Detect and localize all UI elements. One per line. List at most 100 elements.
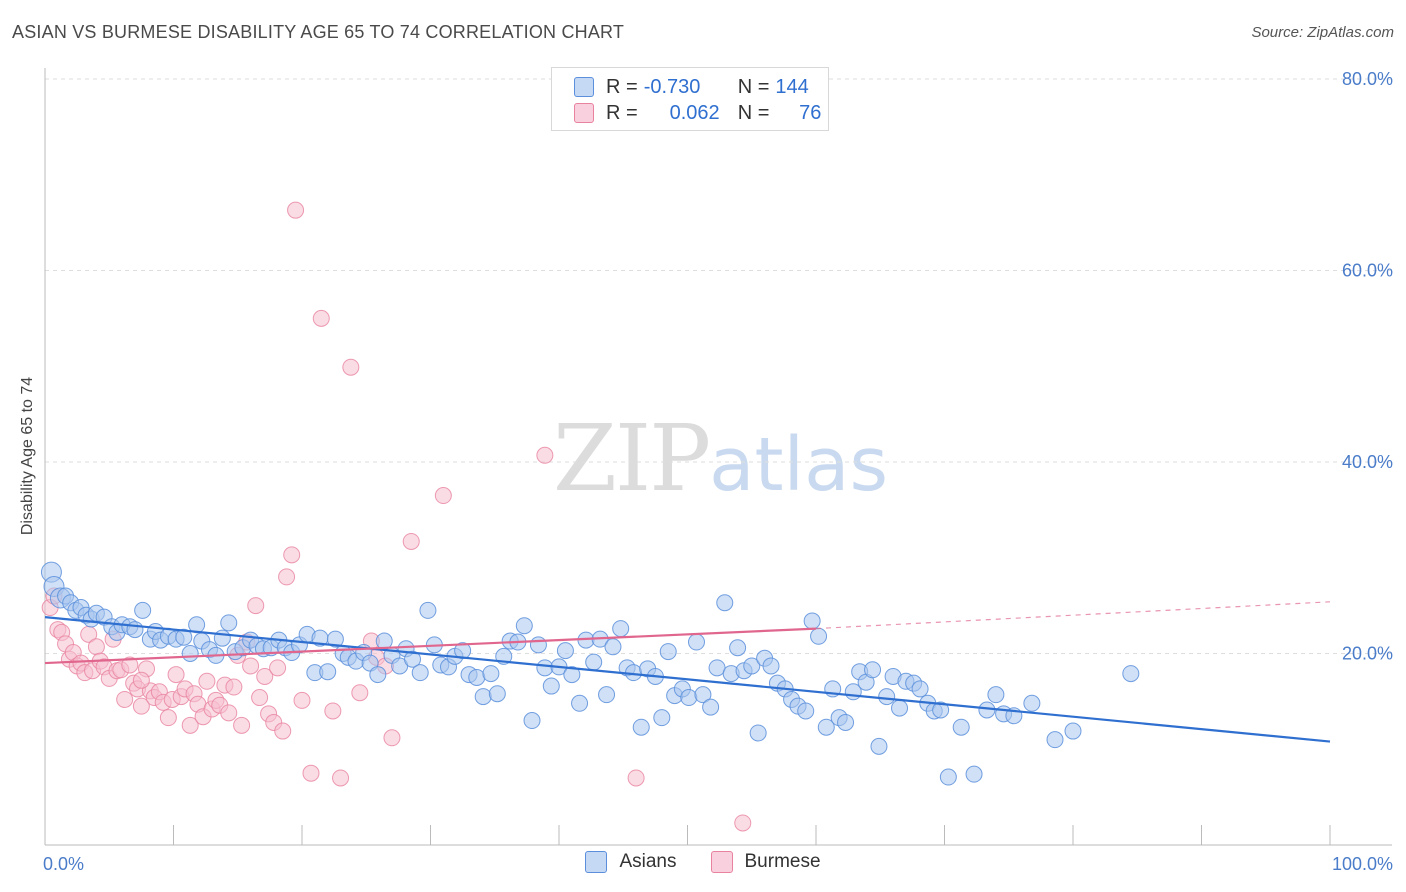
burmese-trend-extension [815,601,1331,630]
burmese-point [167,666,185,684]
y-tick-label: 80.0% [1342,69,1393,89]
burmese-point [434,487,452,505]
y-tick-label: 40.0% [1342,452,1393,472]
legend-item-burmese[interactable]: Burmese [710,851,821,873]
asians-point [563,666,581,684]
asians-point [659,643,677,661]
asians-point [536,659,554,677]
asians-point [488,685,506,703]
n-label: N = [737,75,770,98]
asians-point [598,686,616,704]
asians-point [891,699,909,717]
asians-point [612,620,630,638]
asians-point [604,638,622,656]
burmese-point [247,597,265,615]
asians-swatch [574,77,594,97]
burmese-point [312,309,330,327]
asians-point [797,702,815,720]
asians-point [694,686,712,704]
asians-point [817,718,835,736]
asians-point [474,688,492,706]
burmese-point [269,659,287,677]
asians-point [482,665,500,683]
watermark: ZIPatlas [553,405,888,512]
burmese-point [627,769,645,787]
n-value: 144 [775,75,809,98]
asians-point [653,709,671,727]
asians-point [556,642,574,660]
burmese-point [283,546,301,564]
asians-point [687,633,705,651]
x-tick-label: 100.0% [1332,854,1393,874]
asians-point [749,724,767,742]
r-value: -0.730 [643,75,701,98]
asians-point [632,718,650,736]
n-label: N = [737,101,770,124]
asians-point [729,639,747,657]
asians-point [911,680,929,698]
chart-title: ASIAN VS BURMESE DISABILITY AGE 65 TO 74… [12,22,625,42]
burmese-point [132,671,150,689]
asians-point [680,689,698,707]
n-value: 76 [799,101,822,124]
burmese-point [342,358,360,376]
asians-point [870,737,888,755]
asians-point [987,686,1005,704]
asians-point [932,701,950,719]
y-axis-title: Disability Age 65 to 74 [19,377,36,535]
burmese-point [87,638,105,656]
burmese-point [324,702,342,720]
y-tick-label: 20.0% [1342,644,1393,664]
r-label: R = [606,101,638,124]
source-label: Source: ZipAtlas.com [1251,24,1394,41]
asians-point [529,636,547,654]
y-tick-label: 60.0% [1342,261,1393,281]
asians-point [369,666,387,684]
burmese-point [402,532,420,550]
asians-point [523,712,541,730]
burmese-point [256,667,274,685]
burmese-point [198,672,216,690]
legend-item-asians[interactable]: Asians [585,851,677,873]
asians-point [213,629,231,647]
burmese-point [159,709,177,727]
asians-point [134,601,152,619]
asians-point [837,713,855,731]
burmese-point [734,814,752,832]
asians-point [468,668,486,686]
asians-point [702,698,720,716]
burmese-swatch [574,103,594,123]
asians-point [411,664,429,682]
x-tick-label: 0.0% [43,854,84,874]
r-label: R = [606,75,638,98]
asians-point [743,657,761,675]
series-legend: Asians Burmese [0,851,1406,873]
asians-point [220,614,238,632]
burmese-point [181,716,199,734]
asians-point [803,612,821,630]
burmese-point [116,690,134,708]
asians-point [952,718,970,736]
asians-trend-line [44,616,1331,743]
legend-row-burmese: R = 0.062 N = 76 [574,100,821,126]
asians-point [716,594,734,612]
asians-point [404,650,422,668]
burmese-point [251,689,269,707]
asians-swatch [585,851,608,873]
correlation-legend: R = -0.730 N = 144 R = 0.062 N = 76 [551,67,829,131]
burmese-point [332,769,350,787]
burmese-point [225,678,243,696]
asians-point [319,663,337,681]
burmese-point [287,201,305,219]
burmese-point [293,691,311,709]
asians-point [326,630,344,648]
asians-point [126,621,144,639]
legend-label-asians: Asians [619,851,677,872]
asians-point [864,661,882,679]
asians-point [1023,694,1041,712]
asians-point [175,628,193,646]
asians-point [542,677,560,695]
asians-point [571,694,589,712]
asians-point [762,657,780,675]
